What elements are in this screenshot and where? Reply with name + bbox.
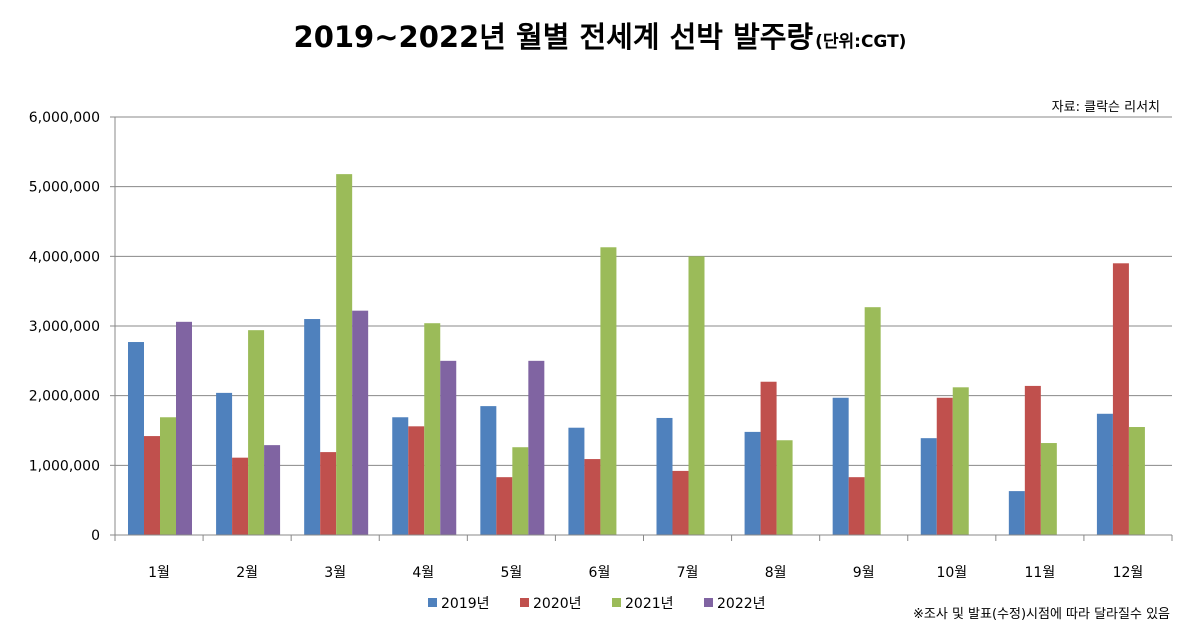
y-tick-label: 0 [91, 528, 100, 544]
bar-2019년-11월 [1008, 491, 1025, 535]
x-tick-label: 6월 [589, 565, 611, 581]
bar-2020년-2월 [232, 457, 249, 535]
bar-2020년-11월 [1024, 385, 1041, 535]
bar-2019년-8월 [744, 431, 761, 535]
bar-2019년-1월 [128, 342, 144, 535]
x-tick-label: 12월 [1113, 565, 1144, 581]
bar-2019년-5월 [480, 406, 497, 535]
bar-2019년-4월 [392, 417, 409, 535]
bar-2019년-12월 [1096, 413, 1113, 535]
bar-2020년-10월 [936, 397, 953, 535]
x-tick-label: 1월 [148, 565, 170, 581]
legend-swatch [520, 598, 529, 607]
x-tick-label: 2월 [236, 565, 258, 581]
bar-2020년-12월 [1112, 263, 1129, 535]
bar-2019년-2월 [216, 392, 233, 535]
x-tick-label: 4월 [412, 565, 434, 581]
bar-2020년-7월 [672, 470, 689, 535]
bar-2021년-2월 [248, 330, 265, 535]
y-tick-label: 4,000,000 [29, 249, 100, 265]
x-tick-label: 8월 [765, 565, 787, 581]
y-tick-label: 6,000,000 [29, 110, 100, 126]
bar-2021년-6월 [600, 247, 617, 535]
bar-2019년-10월 [920, 438, 937, 535]
bar-2019년-3월 [304, 319, 321, 535]
legend-swatch [428, 598, 437, 607]
bar-2022년-1월 [176, 321, 192, 535]
x-tick-label: 11월 [1025, 565, 1056, 581]
x-tick-label: 3월 [324, 565, 346, 581]
y-tick-label: 1,000,000 [29, 458, 100, 474]
bar-2019년-7월 [656, 417, 673, 535]
legend-swatch [612, 598, 621, 607]
bar-2022년-5월 [528, 360, 545, 535]
bar-2021년-7월 [688, 256, 705, 535]
x-tick-label: 10월 [936, 565, 967, 581]
y-tick-label: 5,000,000 [29, 180, 100, 196]
bar-2022년-4월 [440, 360, 457, 535]
bar-2020년-4월 [408, 426, 425, 535]
bar-2021년-8월 [776, 440, 793, 535]
x-tick-label: 9월 [853, 565, 875, 581]
bar-2019년-6월 [568, 427, 585, 535]
legend-label: 2020년 [533, 596, 582, 612]
bar-2019년-9월 [832, 397, 849, 535]
bar-2021년-10월 [952, 387, 969, 535]
y-tick-label: 2,000,000 [29, 389, 100, 405]
legend-label: 2021년 [625, 596, 674, 612]
bar-2021년-9월 [864, 307, 881, 535]
bar-2021년-5월 [512, 447, 529, 535]
source-note: 자료: 클락슨 리서치 [1052, 100, 1160, 115]
footnote: ※조사 및 발표(수정)시점에 따라 달라질수 있음 [913, 607, 1170, 622]
bar-2020년-1월 [144, 436, 160, 535]
x-tick-label: 7월 [677, 565, 699, 581]
chart-title: 2019~2022년 월별 전세계 선박 발주량 (단위:CGT) [294, 20, 907, 54]
bar-2022년-3월 [352, 310, 369, 535]
legend-label: 2022년 [717, 596, 766, 612]
x-tick-label: 5월 [500, 565, 522, 581]
bar-2022년-2월 [264, 445, 281, 535]
legend-swatch [704, 598, 713, 607]
bar-2021년-1월 [160, 417, 176, 535]
bar-2021년-11월 [1040, 443, 1057, 535]
bar-2021년-3월 [336, 174, 353, 536]
bar-2020년-3월 [320, 452, 337, 535]
bar-2020년-6월 [584, 459, 601, 535]
legend-label: 2019년 [441, 596, 490, 612]
bar-2020년-5월 [496, 477, 513, 535]
y-tick-label: 3,000,000 [29, 319, 100, 335]
bar-2020년-9월 [848, 477, 865, 535]
bar-2021년-12월 [1128, 427, 1145, 535]
bar-2020년-8월 [760, 381, 777, 535]
bar-2021년-4월 [424, 323, 441, 535]
